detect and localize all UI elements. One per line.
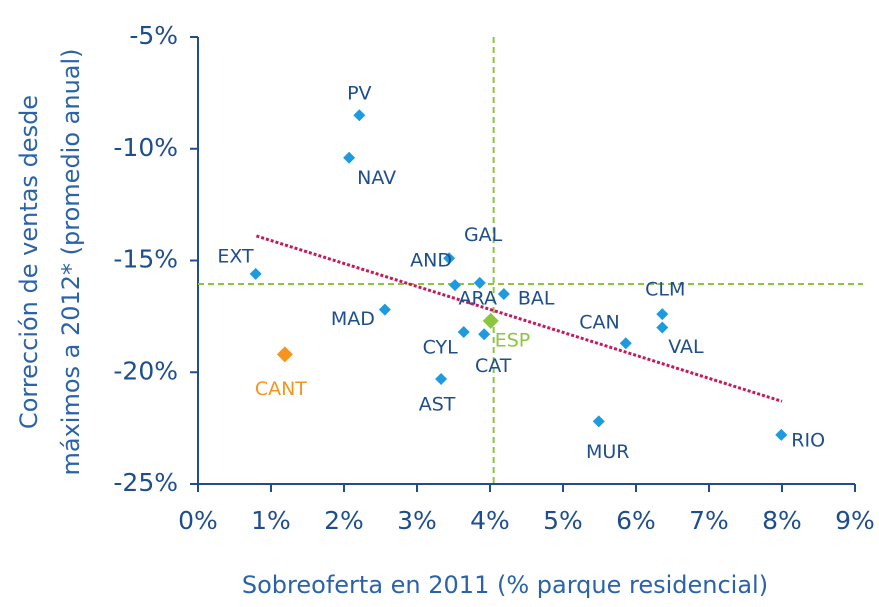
point-label: AST [419,393,456,415]
y-axis-title: Corrección de ventas desde [15,95,43,429]
point-label: EXT [217,245,254,267]
point [482,312,499,329]
x-tick-label: 1% [251,506,291,535]
point [378,303,391,316]
point-label: CAN [579,312,619,334]
trendline [255,234,783,403]
x-axis-title: Sobreoferta en 2011 (% parque residencia… [242,571,768,599]
point [619,337,632,350]
point [497,288,510,301]
x-tick-label: 4% [470,506,510,535]
x-tick-label: 5% [543,506,583,535]
point [656,308,669,321]
point [775,428,788,441]
point-label: AND [410,250,452,272]
y-tick-label: -5% [129,21,178,50]
point-label: PV [347,83,371,105]
point-label: CLM [645,279,685,301]
point [478,328,491,341]
point [457,326,470,339]
x-tick-label: 7% [689,506,729,535]
point [656,321,669,334]
x-tick-label: 8% [762,506,802,535]
point [592,415,605,428]
point [353,109,366,122]
x-tick-label: 6% [616,506,656,535]
point [249,267,262,280]
y-tick-label: -20% [113,356,178,385]
point [473,276,486,289]
x-tick-label: 3% [397,506,437,535]
y-tick-label: -25% [113,468,178,497]
point-label: MAD [331,308,375,330]
point-label: MUR [586,441,630,463]
x-tick-label: 0% [178,506,218,535]
point-label: BAL [518,288,555,310]
x-tick-label: 9% [835,506,875,535]
point [343,151,356,164]
point-label: NAV [357,167,396,189]
y-tick-label: -15% [113,245,178,274]
point-label: CYL [423,337,459,359]
point-label: RIO [791,429,825,451]
point [448,279,461,292]
y-tick-label: -10% [113,133,178,162]
point-label: VAL [668,336,704,358]
point-label: ESP [495,329,531,351]
point-label: CANT [255,378,307,400]
point-label: CAT [475,355,512,377]
point [276,346,293,363]
point [435,372,448,385]
point-label: ARA [459,287,497,309]
point [443,252,456,265]
x-tick-label: 2% [324,506,364,535]
point-label: GAL [464,224,503,246]
y-axis-title: máximos a 2012* (promedio anual) [57,48,85,475]
